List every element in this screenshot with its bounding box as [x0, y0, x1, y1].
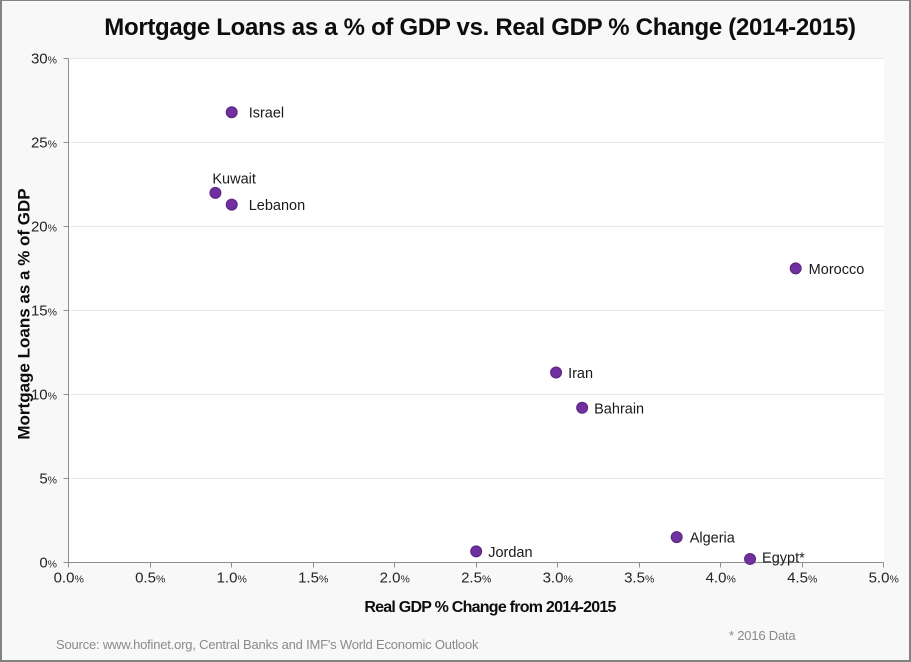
x-tick-label: 0.0% [54, 569, 84, 586]
x-tick-label: 4.0% [706, 569, 736, 586]
tick-label-value: 5.0 [869, 569, 890, 586]
percent-sign: % [48, 139, 57, 151]
tick-label-value: 20 [31, 219, 48, 236]
tick-label-value: 0.0 [54, 569, 75, 586]
data-point-kuwait [209, 186, 222, 199]
percent-sign: % [482, 573, 491, 585]
x-axis-title: Real GDP % Change from 2014-2015 [364, 599, 616, 616]
tick-label-value: 3.0 [543, 569, 564, 586]
tick-label-value: 1.0 [217, 569, 238, 586]
point-label-lebanon: Lebanon [249, 198, 305, 214]
data-point-jordan [470, 545, 483, 558]
percent-sign: % [74, 573, 83, 585]
source-note: Source: www.hofinet.org, Central Banks a… [56, 637, 479, 652]
y-tick-label: 30% [31, 51, 57, 68]
chart-title: Mortgage Loans as a % of GDP vs. Real GD… [104, 14, 855, 41]
percent-sign: % [48, 223, 57, 235]
data-point-lebanon [225, 198, 238, 211]
tick-labels-group: 0.0% 0.5% 1.0% 1.5% 2.0% 2.5% 3.0% 3.5% 4.0% 4.5%… [31, 51, 899, 587]
point-label-egypt: Egypt* [762, 550, 805, 566]
percent-sign: % [48, 391, 57, 403]
y-tick-label: 10% [31, 387, 57, 404]
point-label-algeria: Algeria [690, 531, 736, 547]
y-tick-label: 20% [31, 219, 57, 236]
y-tick-label: 0% [39, 555, 57, 572]
data-point-algeria [670, 531, 683, 544]
percent-sign: % [319, 573, 328, 585]
percent-sign: % [237, 573, 246, 585]
x-tick-label: 0.5% [135, 569, 165, 586]
tick-label-value: 30 [31, 51, 48, 68]
percent-sign: % [48, 475, 57, 487]
x-tick-label: 3.5% [624, 569, 654, 586]
tick-label-value: 15 [31, 303, 48, 320]
y-tick-label: 25% [31, 135, 57, 152]
point-label-kuwait: Kuwait [212, 171, 256, 187]
percent-sign: % [48, 559, 57, 571]
data-point-egypt [744, 552, 757, 565]
tick-label-value: 0.5 [135, 569, 156, 586]
tick-label-value: 2.5 [461, 569, 482, 586]
tick-label-value: 1.5 [298, 569, 319, 586]
data-points-group: Israel Kuwait Lebanon Morocco Iran Bahrain Jor… [209, 106, 865, 566]
point-label-israel: Israel [249, 106, 284, 122]
percent-sign: % [808, 573, 817, 585]
tick-label-value: 10 [31, 387, 48, 404]
percent-sign: % [48, 307, 57, 319]
tick-label-value: 25 [31, 135, 48, 152]
x-tick-label: 5.0% [869, 569, 899, 586]
tick-label-value: 4.5 [787, 569, 808, 586]
data-point-iran [550, 366, 563, 379]
tick-label-value: 4.0 [706, 569, 727, 586]
footnote-2016-data: * 2016 Data [729, 628, 796, 643]
y-axis-title: Mortgage Loans as a % of GDP [15, 188, 34, 439]
x-tick-label: 1.0% [217, 569, 247, 586]
percent-sign: % [726, 573, 735, 585]
tick-label-value: 0 [39, 555, 47, 572]
percent-sign: % [645, 573, 654, 585]
point-label-iran: Iran [568, 366, 593, 382]
x-tick-label: 3.0% [543, 569, 573, 586]
tick-label-value: 5 [39, 471, 47, 488]
gridlines-group [68, 58, 884, 479]
x-tick-label: 2.0% [380, 569, 410, 586]
percent-sign: % [48, 55, 57, 67]
percent-sign: % [400, 573, 409, 585]
point-label-bahrain: Bahrain [594, 401, 644, 417]
x-tick-label: 1.5% [298, 569, 328, 586]
x-tick-label: 2.5% [461, 569, 491, 586]
percent-sign: % [889, 573, 898, 585]
percent-sign: % [563, 573, 572, 585]
data-point-bahrain [576, 401, 589, 414]
point-label-morocco: Morocco [809, 262, 865, 278]
tick-label-value: 3.5 [624, 569, 645, 586]
point-label-jordan: Jordan [488, 545, 532, 561]
percent-sign: % [156, 573, 165, 585]
x-tick-label: 4.5% [787, 569, 817, 586]
data-point-morocco [789, 262, 802, 275]
tick-label-value: 2.0 [380, 569, 401, 586]
data-point-israel [225, 106, 238, 119]
y-tick-label: 15% [31, 303, 57, 320]
y-tick-label: 5% [39, 471, 57, 488]
